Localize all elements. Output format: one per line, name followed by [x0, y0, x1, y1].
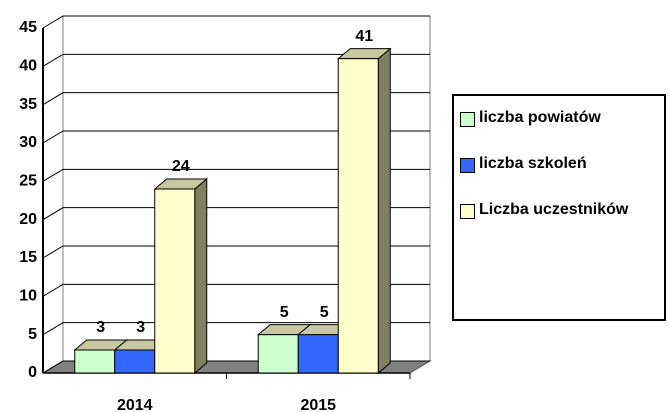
data-label: 5: [280, 304, 289, 321]
y-tick-label: 25: [19, 173, 37, 190]
chart: 0 5 10 15 20 25 30 35 40 45 2014 3 3 24 2015 5 5 41: [19, 15, 432, 412]
y-tick-label: 10: [19, 288, 37, 305]
legend-item: Liczba uczestników: [460, 201, 664, 222]
y-tick-label: 30: [19, 134, 37, 151]
legend-label: liczba szkoleń: [479, 155, 587, 172]
bar-side: [377, 47, 391, 375]
grid-line: [42, 53, 430, 67]
legend-swatch: [460, 112, 475, 127]
legend-swatch: [460, 204, 475, 219]
grid-line: [42, 245, 430, 259]
data-label: 24: [172, 158, 190, 175]
bar: [114, 349, 156, 374]
y-tick-label: 5: [28, 326, 37, 343]
grid-line: [42, 207, 430, 221]
x-tick-label: 2015: [300, 397, 336, 412]
bar: [74, 349, 116, 374]
grid-line: [42, 130, 430, 144]
grid-line: [42, 92, 430, 106]
grid-line: [42, 283, 430, 297]
bar: [297, 334, 339, 374]
data-label: 5: [320, 304, 329, 321]
legend-item: liczba powiatów: [460, 109, 664, 130]
y-tick-label: 40: [19, 58, 37, 75]
legend-item: liczba szkoleń: [460, 155, 664, 176]
y-tick-label: 15: [19, 249, 37, 266]
bar: [154, 188, 196, 374]
bar: [337, 58, 379, 374]
legend: liczba powiatów liczba szkoleń Liczba ucze…: [452, 94, 666, 321]
grid-line: [42, 322, 430, 336]
x-tick-label: 2014: [117, 397, 153, 412]
data-label: 3: [136, 319, 145, 336]
data-label: 3: [96, 319, 105, 336]
y-tick-label: 20: [19, 211, 37, 228]
y-tick-label: 35: [19, 96, 37, 113]
legend-label: liczba powiatów: [479, 109, 601, 126]
legend-label: Liczba uczestników: [479, 201, 629, 218]
data-label: 41: [355, 28, 373, 45]
bar-side: [194, 177, 208, 375]
y-tick-label: 45: [19, 19, 37, 36]
bar: [257, 334, 299, 374]
grid-line: [42, 168, 430, 182]
grid-line: [42, 15, 430, 29]
legend-swatch: [460, 158, 475, 173]
y-tick-label: 0: [28, 364, 37, 381]
